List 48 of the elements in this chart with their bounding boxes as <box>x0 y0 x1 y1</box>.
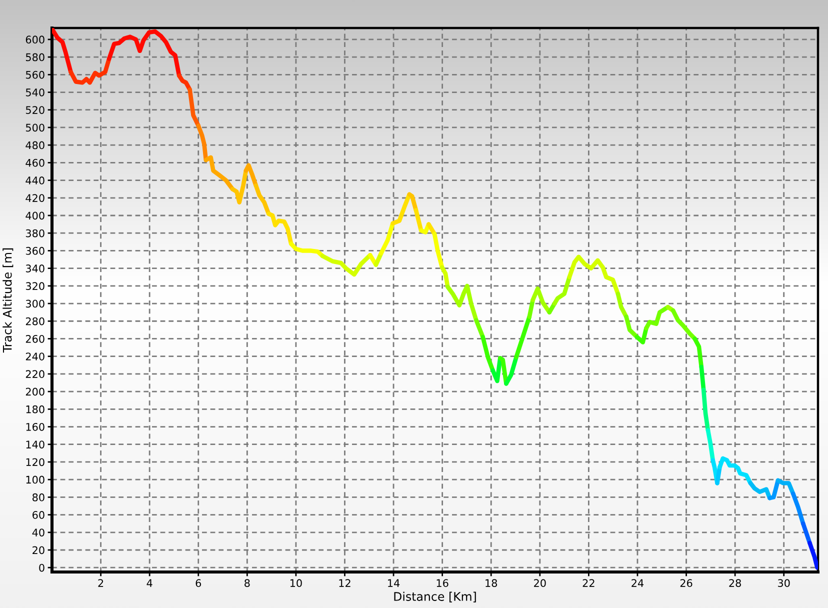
y-tick-label: 580 <box>26 53 44 62</box>
y-tick-label: 180 <box>26 405 44 414</box>
y-tick-label: 200 <box>26 388 44 396</box>
y-axis-title: Track Altitude [m] <box>2 248 14 353</box>
x-tick-label: 26 <box>680 579 692 588</box>
x-axis-title: Distance [Km] <box>394 592 476 602</box>
y-tick-label: 160 <box>26 422 44 431</box>
y-tick-label: 560 <box>26 70 44 79</box>
y-tick-label: 460 <box>26 158 44 167</box>
x-tick-label: 4 <box>146 579 152 587</box>
y-tick-label: 120 <box>26 458 44 466</box>
y-tick-label: 540 <box>26 88 44 96</box>
x-tick-label: 20 <box>534 579 546 588</box>
y-tick-label: 260 <box>26 334 44 343</box>
y-tick-label: 440 <box>26 176 44 184</box>
x-tick-label: 30 <box>778 579 790 588</box>
y-tick-label: 500 <box>26 124 44 132</box>
y-tick-label: 0 <box>39 564 44 572</box>
y-tick-label: 400 <box>26 212 44 220</box>
x-tick-label: 6 <box>196 579 202 588</box>
x-tick-label: 24 <box>632 579 644 587</box>
y-tick-label: 40 <box>32 528 44 536</box>
y-tick-label: 520 <box>26 106 44 114</box>
y-tick-label: 420 <box>26 194 44 202</box>
y-tick-label: 80 <box>32 493 44 502</box>
y-tick-label: 100 <box>26 476 44 484</box>
y-tick-label: 280 <box>26 317 44 326</box>
y-tick-label: 220 <box>26 370 44 378</box>
x-tick-label: 12 <box>339 579 350 587</box>
y-tick-label: 60 <box>32 511 44 519</box>
y-tick-label: 240 <box>26 352 44 360</box>
x-tick-label: 22 <box>582 579 594 587</box>
x-tick-label: 16 <box>436 579 448 588</box>
y-tick-label: 300 <box>26 300 44 308</box>
y-tick-label: 140 <box>26 440 44 448</box>
y-tick-label: 20 <box>32 546 44 554</box>
y-tick-label: 480 <box>26 141 44 150</box>
y-tick-label: 340 <box>26 264 44 272</box>
y-tick-label: 380 <box>26 229 44 238</box>
y-tick-label: 600 <box>26 36 44 44</box>
x-tick-label: 18 <box>486 579 498 588</box>
x-tick-label: 14 <box>388 579 400 587</box>
x-tick-label: 8 <box>244 579 250 588</box>
x-tick-label: 2 <box>98 579 104 587</box>
x-tick-label: 28 <box>729 579 741 588</box>
x-tick-label: 10 <box>290 579 302 588</box>
y-tick-label: 360 <box>26 246 44 255</box>
y-tick-label: 320 <box>26 282 44 290</box>
